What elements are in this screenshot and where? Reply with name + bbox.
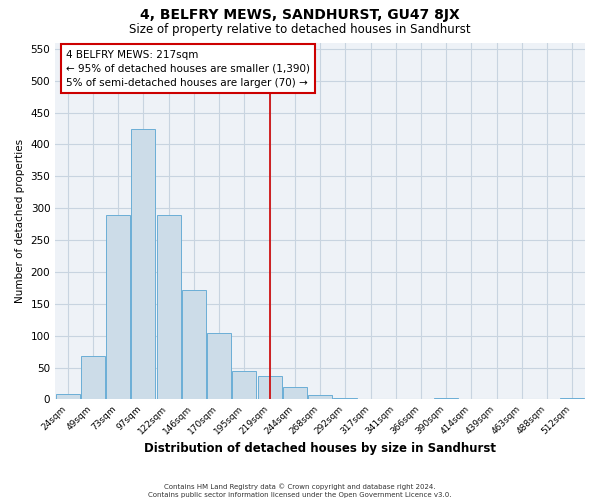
Y-axis label: Number of detached properties: Number of detached properties <box>15 139 25 303</box>
Bar <box>81 356 105 400</box>
Bar <box>56 394 80 400</box>
Bar <box>131 128 155 400</box>
Bar <box>182 290 206 400</box>
Bar <box>334 398 357 400</box>
Bar <box>157 214 181 400</box>
Bar <box>257 376 281 400</box>
Bar <box>283 386 307 400</box>
Text: 4, BELFRY MEWS, SANDHURST, GU47 8JX: 4, BELFRY MEWS, SANDHURST, GU47 8JX <box>140 8 460 22</box>
Text: Contains HM Land Registry data © Crown copyright and database right 2024.
Contai: Contains HM Land Registry data © Crown c… <box>148 483 452 498</box>
Bar <box>232 372 256 400</box>
Bar <box>207 332 231 400</box>
Bar <box>560 398 584 400</box>
Bar <box>106 214 130 400</box>
Text: 4 BELFRY MEWS: 217sqm
← 95% of detached houses are smaller (1,390)
5% of semi-de: 4 BELFRY MEWS: 217sqm ← 95% of detached … <box>66 50 310 88</box>
X-axis label: Distribution of detached houses by size in Sandhurst: Distribution of detached houses by size … <box>144 442 496 455</box>
Bar <box>308 395 332 400</box>
Text: Size of property relative to detached houses in Sandhurst: Size of property relative to detached ho… <box>129 22 471 36</box>
Bar <box>434 398 458 400</box>
